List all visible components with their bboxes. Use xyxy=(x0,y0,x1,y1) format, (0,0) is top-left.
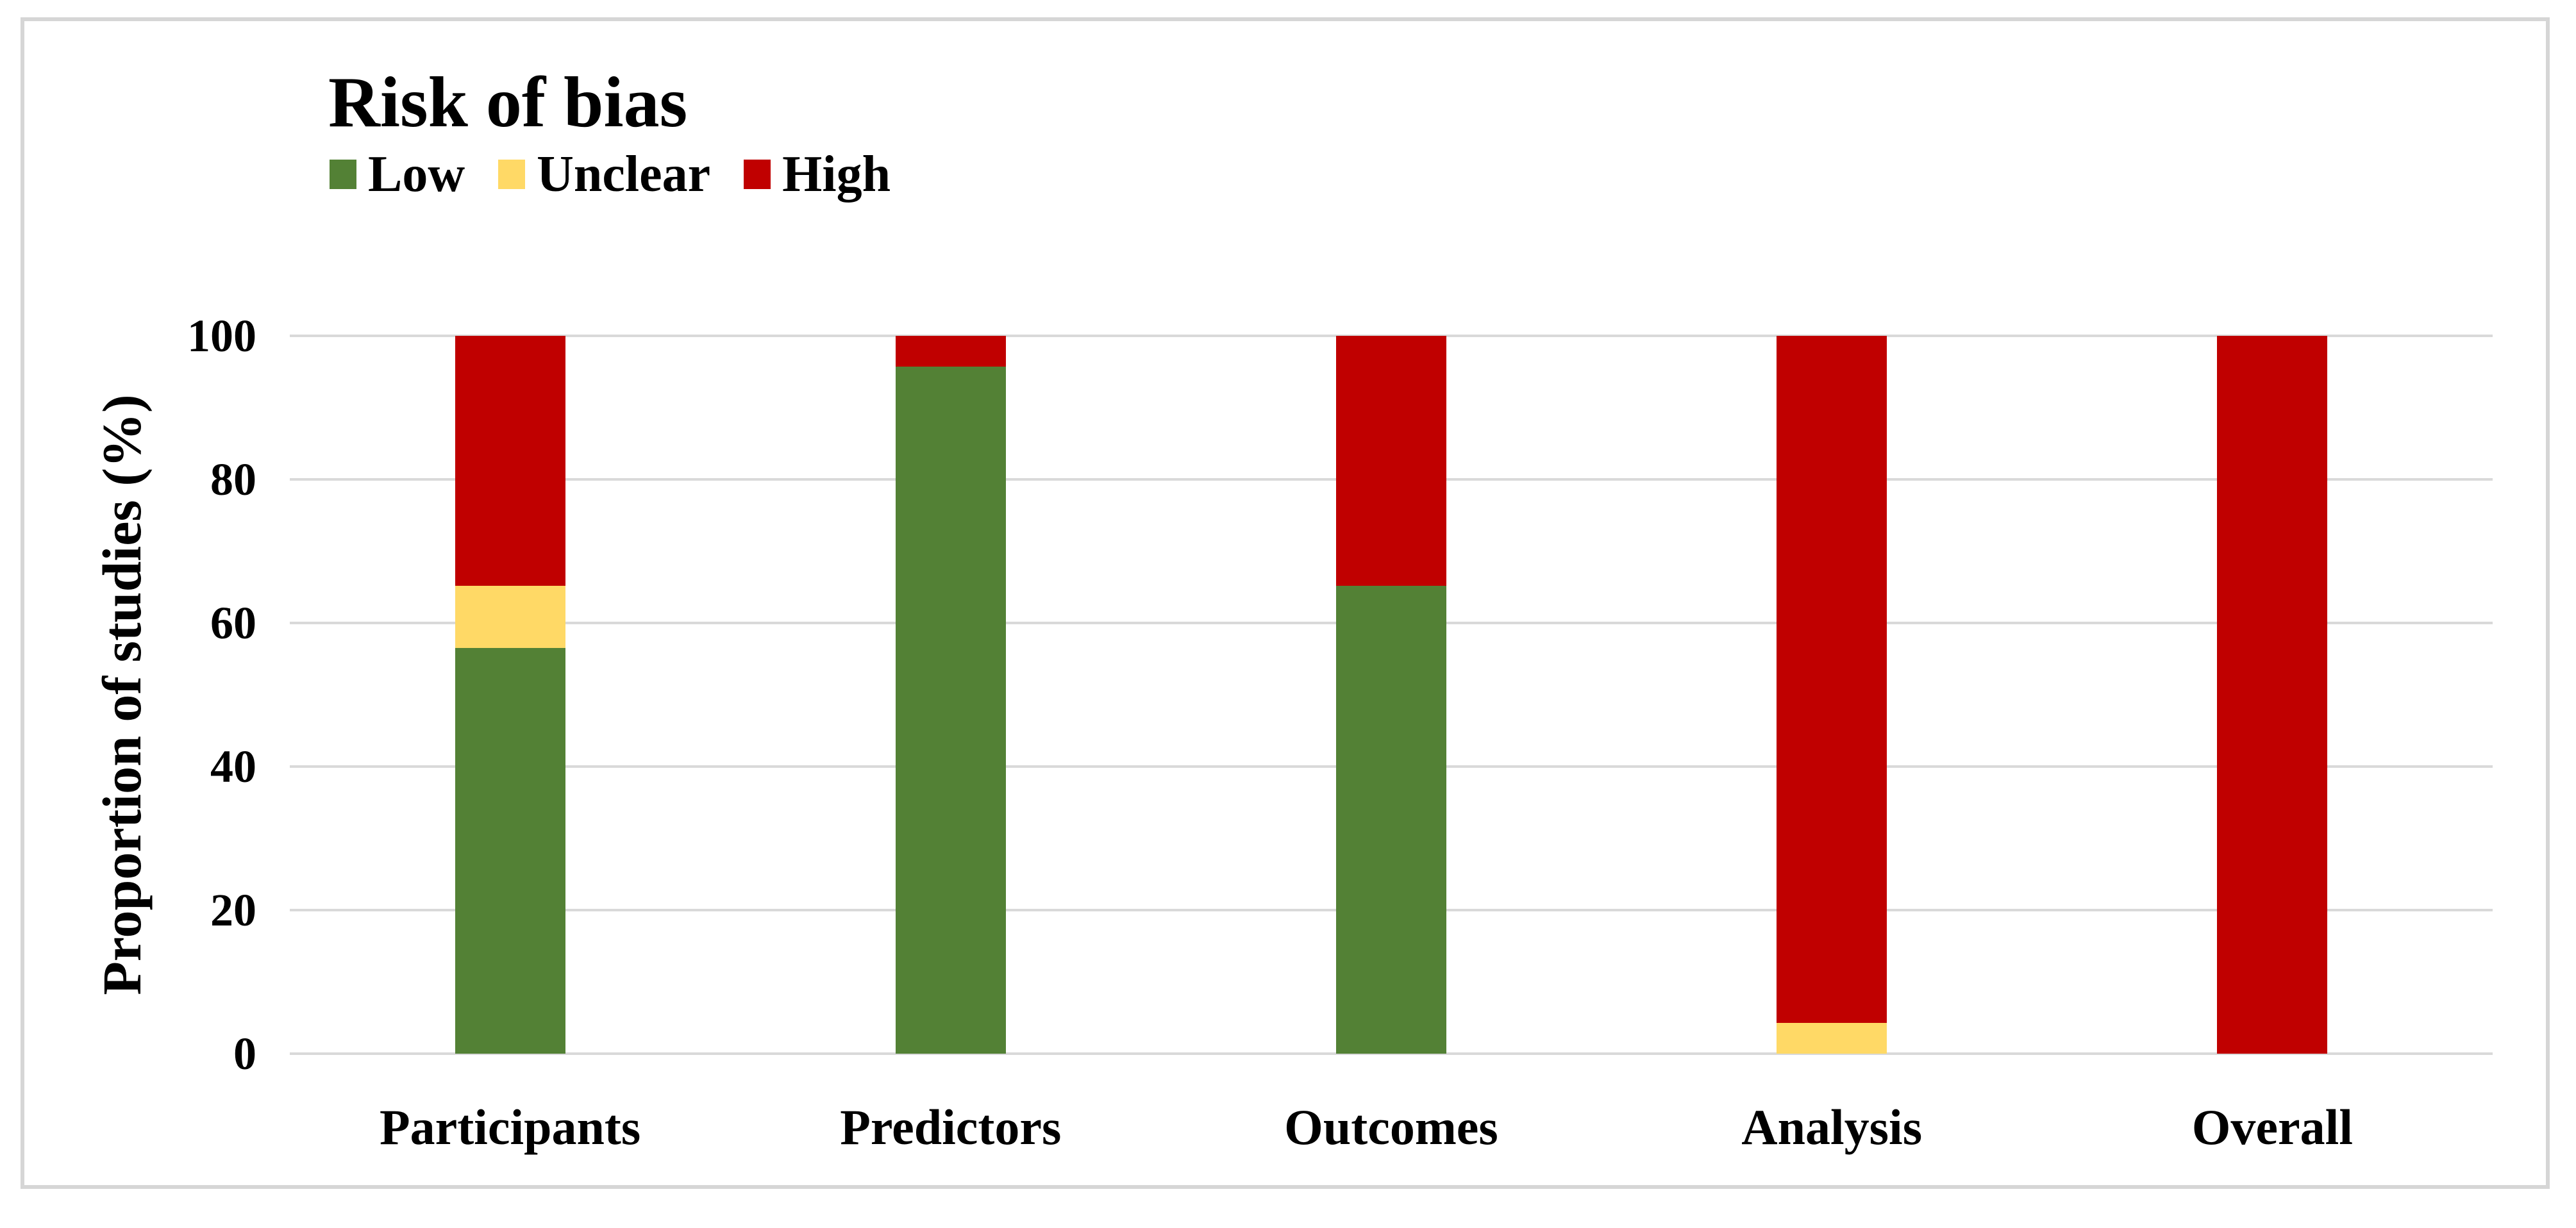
legend-swatch-high-icon xyxy=(744,160,771,189)
bar-outcomes-high xyxy=(1336,336,1446,586)
chart-title: Risk of bias xyxy=(328,63,688,142)
x-axis-label-analysis: Analysis xyxy=(1741,1099,1923,1155)
bar-participants-high xyxy=(455,336,565,586)
x-axis-label-predictors: Predictors xyxy=(840,1099,1062,1155)
legend-label-low: Low xyxy=(368,146,465,203)
x-axis-label-outcomes: Outcomes xyxy=(1284,1099,1498,1155)
legend-item-low: Low xyxy=(330,149,465,200)
y-tick-label-80: 80 xyxy=(210,454,256,505)
figure-border xyxy=(21,17,2550,1189)
legend-swatch-unclear-icon xyxy=(498,160,526,189)
y-tick-label-0: 0 xyxy=(233,1028,256,1079)
legend-label-unclear: Unclear xyxy=(537,146,711,203)
bar-predictors-low xyxy=(895,367,1006,1054)
bar-overall-high xyxy=(2217,336,2328,1054)
bar-participants-unclear xyxy=(455,585,565,649)
bar-participants-low xyxy=(455,648,565,1054)
y-tick-label-60: 60 xyxy=(210,597,256,649)
x-axis-label-overall: Overall xyxy=(2191,1099,2354,1155)
gridline-0 xyxy=(290,1052,2493,1055)
legend: Low Unclear High xyxy=(330,147,891,201)
bar-analysis-unclear xyxy=(1777,1022,1887,1054)
bar-outcomes-low xyxy=(1336,585,1446,1054)
legend-item-unclear: Unclear xyxy=(498,149,710,200)
y-tick-label-20: 20 xyxy=(210,884,256,936)
x-axis-label-participants: Participants xyxy=(379,1099,641,1155)
legend-swatch-low-icon xyxy=(330,160,356,189)
legend-item-high: High xyxy=(744,149,891,200)
legend-label-high: High xyxy=(782,146,891,203)
y-tick-label-40: 40 xyxy=(210,741,256,792)
bar-predictors-high xyxy=(895,336,1006,367)
bar-analysis-high xyxy=(1777,336,1887,1023)
y-tick-label-100: 100 xyxy=(187,310,256,361)
